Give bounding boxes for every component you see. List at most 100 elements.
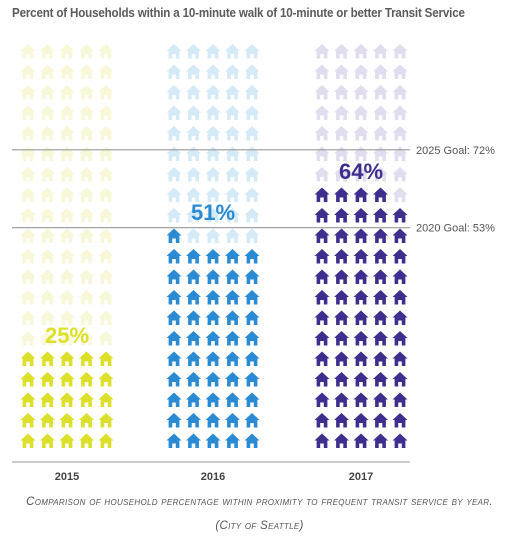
house-icon bbox=[59, 146, 75, 161]
house-icon bbox=[20, 105, 36, 120]
house-icon bbox=[373, 43, 388, 59]
house-icon bbox=[79, 248, 94, 264]
house-icon bbox=[98, 146, 114, 161]
house-icon bbox=[20, 289, 36, 305]
house-icon bbox=[353, 371, 369, 387]
house-icon bbox=[225, 269, 240, 284]
house-icon bbox=[392, 64, 408, 79]
house-icon bbox=[244, 351, 260, 366]
house-icon bbox=[79, 64, 94, 79]
house-icon bbox=[98, 207, 114, 223]
house-icon bbox=[353, 105, 369, 120]
house-icon bbox=[225, 64, 240, 79]
house-icon bbox=[334, 125, 349, 141]
house-icon bbox=[373, 289, 388, 305]
house-icon bbox=[186, 248, 201, 264]
house-icon bbox=[79, 105, 94, 120]
house-icon bbox=[244, 412, 260, 428]
house-icon bbox=[225, 84, 240, 100]
house-icon bbox=[40, 43, 55, 59]
house-icon bbox=[314, 371, 330, 387]
house-icon bbox=[186, 166, 201, 182]
house-icon bbox=[98, 187, 114, 202]
house-icon bbox=[20, 43, 36, 59]
house-icon bbox=[166, 330, 182, 346]
house-icon bbox=[59, 84, 75, 100]
house-icon bbox=[166, 351, 182, 366]
house-icon bbox=[353, 269, 369, 284]
house-icon bbox=[392, 125, 408, 141]
house-icon bbox=[186, 84, 201, 100]
house-icon bbox=[79, 125, 94, 141]
house-icon bbox=[20, 207, 36, 223]
pictograph-chart: 25% 2015 51% 2016 64% 2017 2025 Goal: 72% 2020 … bbox=[12, 43, 495, 483]
house-icon bbox=[98, 248, 114, 264]
house-icon bbox=[225, 412, 240, 428]
house-icon bbox=[392, 371, 408, 387]
labels-layer: 25% 2015 51% 2016 64% 2017 2025 Goal: 72% 2020 … bbox=[45, 145, 495, 483]
house-icon bbox=[40, 64, 55, 79]
house-icon bbox=[334, 84, 349, 100]
house-icon bbox=[98, 371, 114, 387]
house-icon bbox=[392, 310, 408, 325]
house-icon bbox=[20, 351, 36, 366]
house-icon bbox=[20, 412, 36, 428]
house-icon bbox=[98, 289, 114, 305]
value-label-2017: 64% bbox=[339, 159, 383, 184]
house-icon bbox=[334, 105, 349, 120]
house-icon bbox=[186, 433, 201, 448]
house-icon bbox=[166, 228, 182, 243]
house-icon bbox=[314, 43, 330, 59]
house-icon bbox=[98, 412, 114, 428]
house-icon bbox=[353, 289, 369, 305]
house-icon bbox=[392, 187, 408, 202]
house-icon bbox=[20, 248, 36, 264]
house-icon bbox=[40, 351, 55, 366]
house-icon bbox=[20, 330, 36, 346]
value-label-2015: 25% bbox=[45, 323, 89, 348]
house-icon bbox=[205, 248, 221, 264]
house-icon bbox=[40, 248, 55, 264]
house-icon bbox=[353, 125, 369, 141]
house-icon bbox=[59, 228, 75, 243]
house-icon bbox=[392, 84, 408, 100]
house-icon bbox=[373, 392, 388, 407]
house-icon bbox=[244, 228, 260, 243]
house-icon bbox=[314, 166, 330, 182]
house-icon bbox=[244, 433, 260, 448]
house-icon bbox=[205, 310, 221, 325]
house-icon bbox=[59, 289, 75, 305]
house-icon bbox=[59, 105, 75, 120]
house-icon bbox=[166, 289, 182, 305]
house-icon bbox=[392, 351, 408, 366]
house-icon bbox=[244, 330, 260, 346]
house-icon bbox=[98, 166, 114, 182]
house-icon bbox=[334, 269, 349, 284]
house-icon bbox=[244, 43, 260, 59]
house-icon bbox=[205, 166, 221, 182]
house-icon bbox=[373, 310, 388, 325]
house-icon bbox=[98, 228, 114, 243]
house-icon bbox=[186, 43, 201, 59]
house-icon bbox=[225, 166, 240, 182]
house-icon bbox=[59, 412, 75, 428]
house-icon bbox=[166, 105, 182, 120]
house-icon bbox=[98, 84, 114, 100]
house-icon bbox=[373, 228, 388, 243]
house-icon bbox=[186, 146, 201, 161]
house-icon bbox=[314, 351, 330, 366]
house-icon bbox=[392, 207, 408, 223]
house-icon bbox=[59, 207, 75, 223]
house-icon bbox=[244, 269, 260, 284]
icons-layer bbox=[20, 43, 408, 448]
house-icon bbox=[334, 187, 349, 202]
house-icon bbox=[186, 392, 201, 407]
house-icon bbox=[334, 371, 349, 387]
value-label-2016: 51% bbox=[191, 200, 235, 225]
house-icon bbox=[353, 392, 369, 407]
house-icon bbox=[205, 330, 221, 346]
house-icon bbox=[334, 412, 349, 428]
house-icon bbox=[392, 248, 408, 264]
house-icon bbox=[20, 84, 36, 100]
house-icon bbox=[166, 371, 182, 387]
